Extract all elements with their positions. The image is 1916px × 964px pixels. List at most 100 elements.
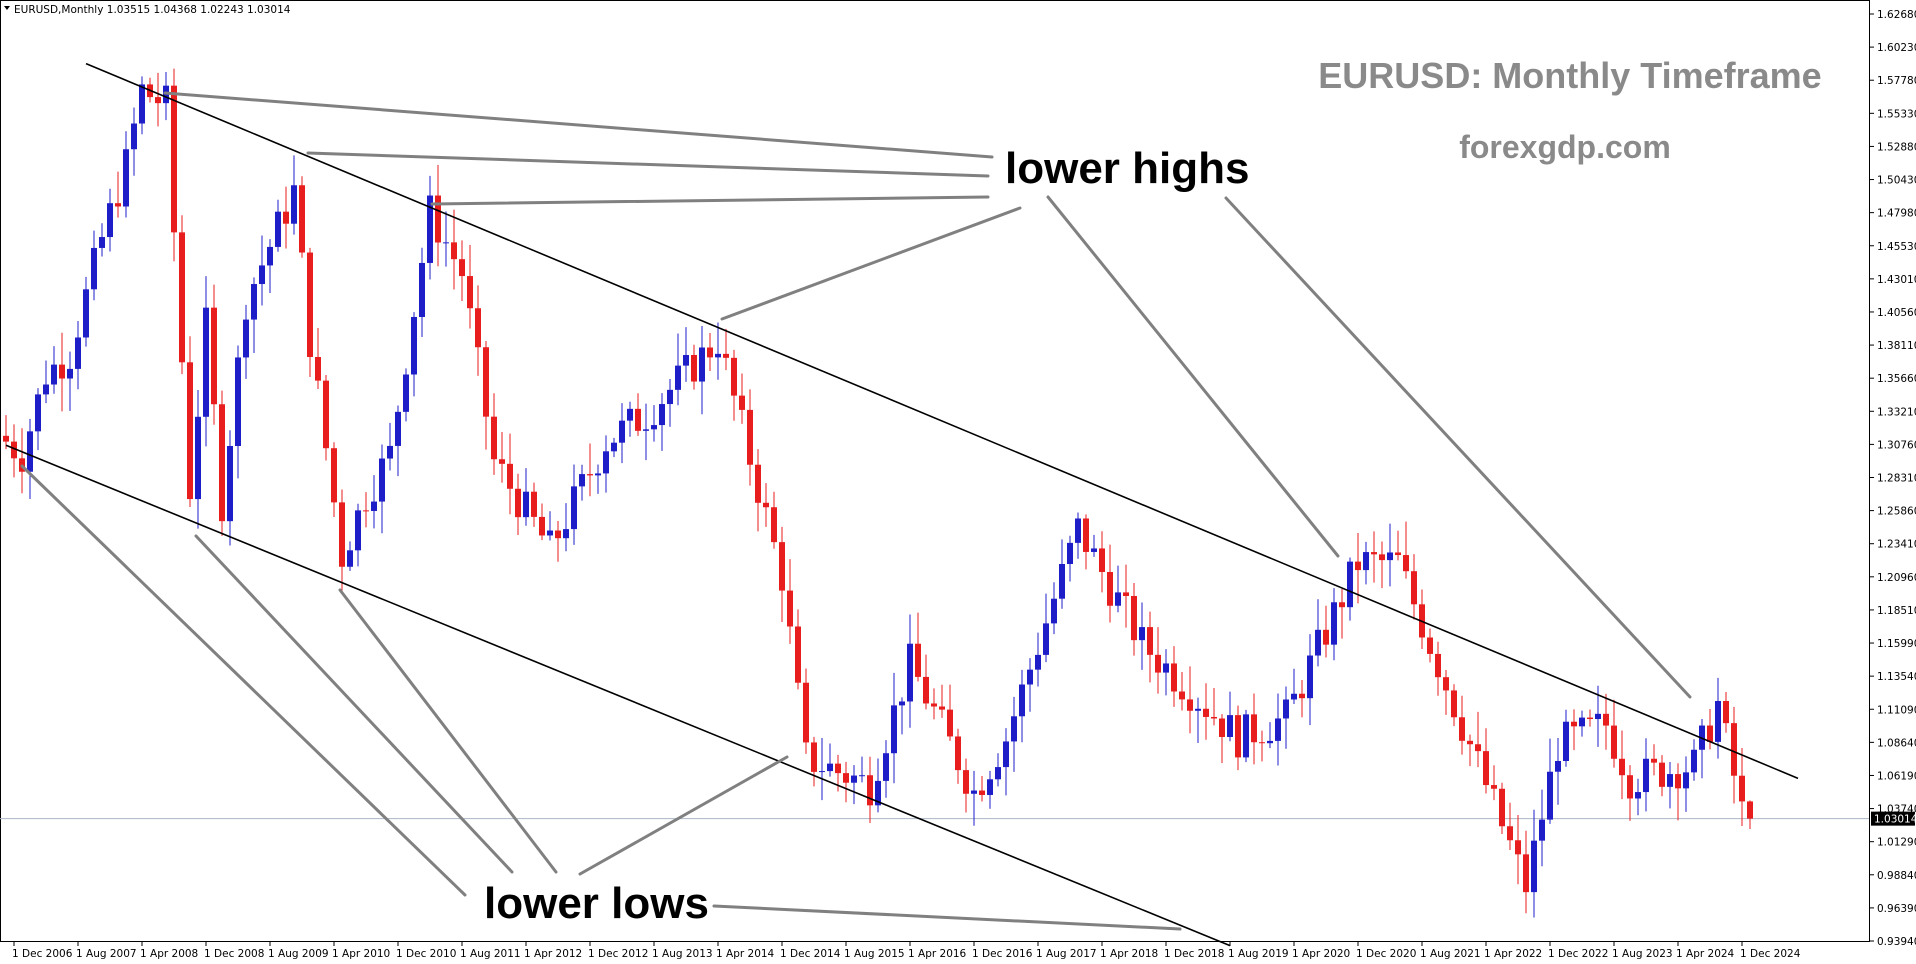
candle <box>723 328 729 371</box>
candle <box>19 428 25 494</box>
candle <box>1307 634 1313 726</box>
candle <box>59 332 65 412</box>
candle <box>451 209 457 290</box>
candle <box>1531 809 1537 918</box>
candle <box>1283 686 1289 749</box>
candle <box>899 697 905 735</box>
candle <box>1467 734 1473 767</box>
x-tick-label: 1 Dec 2016 <box>972 948 1033 960</box>
candle <box>67 351 73 411</box>
y-tick-label: 1.62680 <box>1877 9 1916 21</box>
candle <box>819 738 825 801</box>
candle <box>379 444 385 534</box>
candle <box>1483 728 1489 794</box>
candle <box>411 312 417 397</box>
candle <box>203 276 209 447</box>
y-tick-label: 1.30760 <box>1877 439 1916 451</box>
candle <box>947 684 953 741</box>
trendline-upper-channel[interactable] <box>85 62 1799 780</box>
candle <box>1627 765 1633 821</box>
annotation-lower-highs: lower highs <box>1005 144 1249 193</box>
candle <box>347 541 353 571</box>
candle <box>915 612 921 682</box>
candle <box>1523 830 1529 914</box>
candle <box>955 728 961 784</box>
x-tick-label: 1 Dec 2022 <box>1548 948 1608 960</box>
x-tick-label: 1 Apr 2008 <box>140 948 198 960</box>
candle <box>627 401 633 437</box>
candle <box>323 375 329 461</box>
candle <box>291 155 297 235</box>
candle <box>139 76 145 135</box>
candle <box>787 559 793 644</box>
candle <box>891 672 897 784</box>
candle <box>651 405 657 442</box>
annotation-pointer-line <box>1046 195 1340 558</box>
candle <box>1011 696 1017 772</box>
candle <box>211 284 217 425</box>
candle <box>1571 709 1577 751</box>
trendline-lower-channel[interactable] <box>5 444 1231 947</box>
candle <box>1211 687 1217 726</box>
candle <box>1507 802 1513 851</box>
candle <box>1251 693 1257 765</box>
annotation-lower-lows: lower lows <box>484 879 709 928</box>
candle <box>339 489 345 595</box>
candle <box>1099 531 1105 593</box>
candle <box>299 176 305 258</box>
x-tick-label: 1 Aug 2007 <box>76 948 137 960</box>
candle <box>275 199 281 252</box>
candle <box>667 378 673 427</box>
candle <box>1187 666 1193 734</box>
candle <box>931 688 937 720</box>
candle <box>187 336 193 508</box>
annotation-pointer-line <box>306 151 990 178</box>
symbol-header: EURUSD,Monthly 1.03515 1.04368 1.02243 1… <box>14 4 291 16</box>
candle <box>675 333 681 406</box>
candle <box>963 758 969 813</box>
x-tick-label: 1 Apr 2018 <box>1100 948 1158 960</box>
candle <box>1163 649 1169 696</box>
candle <box>115 171 121 218</box>
x-tick-label: 1 Aug 2013 <box>652 948 713 960</box>
candle <box>91 230 97 301</box>
candle <box>403 368 409 422</box>
candle <box>523 468 529 526</box>
candle <box>331 442 337 517</box>
x-tick-label: 1 Aug 2019 <box>1228 948 1289 960</box>
y-tick-label: 1.55330 <box>1877 108 1916 120</box>
annotation-pointer-line <box>430 195 990 206</box>
candle <box>547 511 553 541</box>
candle <box>219 390 225 536</box>
candle <box>259 235 265 306</box>
x-tick-label: 1 Dec 2006 <box>12 948 73 960</box>
candle <box>531 482 537 527</box>
y-tick-label: 1.45530 <box>1877 241 1916 253</box>
watermark-site: forexgdp.com <box>1459 129 1671 165</box>
candle <box>491 393 497 475</box>
annotation-pointer-line <box>712 904 1182 931</box>
candle <box>1443 670 1449 715</box>
candle <box>731 349 737 421</box>
candle <box>659 393 665 451</box>
candle <box>1747 800 1753 830</box>
candle <box>1387 523 1393 587</box>
candle <box>11 424 17 478</box>
y-tick-label: 1.35660 <box>1877 373 1916 385</box>
y-tick-label: 1.40560 <box>1877 307 1916 319</box>
candle <box>459 240 465 301</box>
candle <box>715 322 721 380</box>
candle <box>443 211 449 267</box>
current-price-label: 1.03014 <box>1874 814 1916 826</box>
x-tick-label: 1 Aug 2009 <box>268 948 329 960</box>
menu-arrow-icon[interactable] <box>4 6 10 10</box>
candle <box>1643 738 1649 812</box>
candle <box>1691 739 1697 781</box>
x-tick-label: 1 Dec 2012 <box>588 948 648 960</box>
y-tick-label: 1.50430 <box>1877 175 1916 187</box>
candle <box>387 422 393 471</box>
candle <box>739 373 745 424</box>
candle <box>1067 535 1073 582</box>
candle <box>587 443 593 497</box>
